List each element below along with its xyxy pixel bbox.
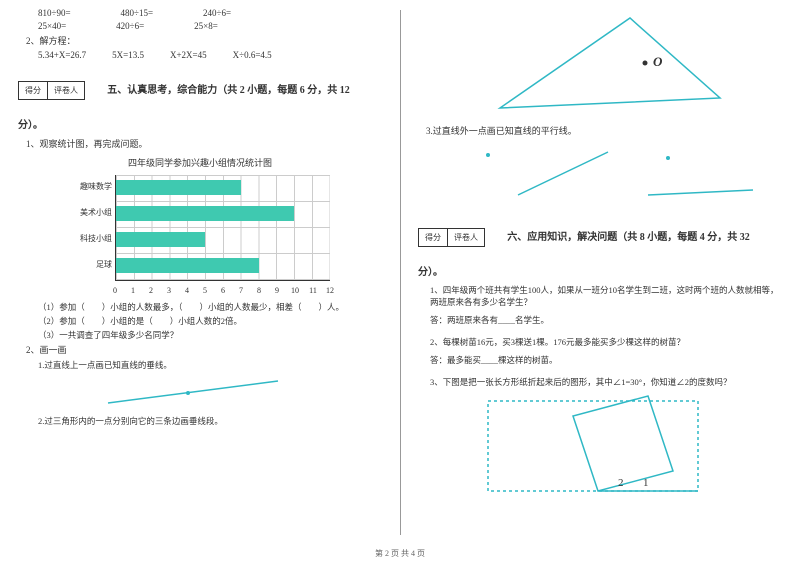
equation-row: 810÷90= 480÷15= 240÷6=: [18, 8, 382, 18]
answer-1: 答：两班原来各有____名学生。: [430, 314, 782, 326]
x-tick: 6: [221, 286, 225, 295]
bar: [116, 180, 241, 195]
score-label: 得分: [19, 82, 48, 99]
score-label: 得分: [419, 229, 448, 246]
equation-row: 25×40= 420÷6= 25×8=: [18, 21, 382, 31]
sub-question: （2）参加（ ）小组的是（ ）小组人数的2倍。: [18, 315, 382, 327]
equation: 810÷90=: [38, 8, 71, 18]
word-problem-2: 2、每棵树苗16元，买3棵送1棵。176元最多能买多少棵这样的树苗？: [418, 336, 782, 348]
question-label: 2、解方程：: [18, 34, 382, 47]
x-tick: 8: [257, 286, 261, 295]
x-tick: 4: [185, 286, 189, 295]
equation-row: 5.34+X=26.7 5X=13.5 X+2X=45 X÷0.6=4.5: [18, 50, 382, 60]
sub-question: （3）一共调查了四年级多少名同学？: [18, 329, 382, 341]
perpendicular-line-diagram: [98, 373, 298, 413]
angle-1-label: 1: [643, 477, 649, 489]
word-problem-3: 3、下图是把一张长方形纸折起来后的图形，其中∠1=30°，你知道∠2的度数吗？: [418, 376, 782, 388]
point-o-label: O: [653, 54, 663, 69]
left-column: 810÷90= 480÷15= 240÷6= 25×40= 420÷6= 25×…: [0, 0, 400, 565]
equation: 25×8=: [194, 21, 218, 31]
chart-title: 四年级同学参加兴趣小组情况统计图: [18, 156, 382, 169]
word-problem-1: 1、四年级两个班共有学生100人，如果从一班分10名学生到二班，这时两个班的人数…: [418, 284, 782, 308]
question-1: 1、观察统计图，再完成问题。: [18, 137, 382, 150]
y-label: 足球: [70, 259, 112, 270]
question-3: 3.过直线外一点画已知直线的平行线。: [418, 124, 782, 137]
equation: 5.34+X=26.7: [38, 50, 86, 60]
x-tick: 0: [113, 286, 117, 295]
triangle-diagram: O: [470, 8, 730, 118]
grader-label: 评卷人: [48, 82, 84, 99]
y-label: 科技小组: [70, 233, 112, 244]
sub-question-2-2: 2.过三角形内的一点分别向它的三条边画垂线段。: [18, 415, 382, 427]
bar-chart: 趣味数学 美术小组 科技小组 足球 0 1 2 3 4 5 6 7 8 9 10…: [70, 175, 330, 295]
bar: [116, 258, 259, 273]
angle-2-label: 2: [618, 477, 624, 489]
page-footer: 第 2 页 共 4 页: [0, 548, 800, 559]
grader-label: 评卷人: [448, 229, 484, 246]
equation: 420÷6=: [116, 21, 144, 31]
equation: X+2X=45: [170, 50, 207, 60]
x-tick: 1: [131, 286, 135, 295]
bar: [116, 206, 294, 221]
section-6-end: 分）。: [418, 263, 782, 278]
x-tick: 9: [275, 286, 279, 295]
answer-2: 答：最多能买____棵这样的树苗。: [430, 354, 782, 366]
y-label: 趣味数学: [70, 181, 112, 192]
x-tick: 11: [309, 286, 317, 295]
x-tick: 12: [326, 286, 334, 295]
equation: X÷0.6=4.5: [233, 50, 272, 60]
y-label: 美术小组: [70, 207, 112, 218]
x-tick: 7: [239, 286, 243, 295]
equation: 25×40=: [38, 21, 66, 31]
equation: 480÷15=: [121, 8, 154, 18]
question-2: 2、画一画: [18, 343, 382, 356]
x-tick: 5: [203, 286, 207, 295]
sub-question-2-1: 1.过直线上一点画已知直线的垂线。: [18, 359, 382, 371]
equation: 240÷6=: [203, 8, 231, 18]
sub-question: （1）参加（ ）小组的人数最多，（ ）小组的人数最少，相差（ ）人。: [18, 301, 382, 313]
score-box: 得分 评卷人: [18, 81, 85, 100]
right-column: O 3.过直线外一点画已知直线的平行线。 得分 评卷人 六、应用知识，解决问题（…: [400, 0, 800, 565]
x-tick: 10: [291, 286, 299, 295]
section-5-title: 五、认真思考，综合能力（共 2 小题，每题 6 分，共 12: [107, 85, 350, 96]
section-5-end: 分）。: [18, 116, 382, 131]
folded-rectangle-diagram: 1 2: [478, 391, 718, 501]
x-tick: 3: [167, 286, 171, 295]
parallel-line-diagram: [418, 140, 758, 210]
equation: 5X=13.5: [112, 50, 144, 60]
section-6-title: 六、应用知识，解决问题（共 8 小题，每题 4 分，共 32: [507, 232, 750, 243]
bar: [116, 232, 205, 247]
x-tick: 2: [149, 286, 153, 295]
score-box: 得分 评卷人: [418, 228, 485, 247]
